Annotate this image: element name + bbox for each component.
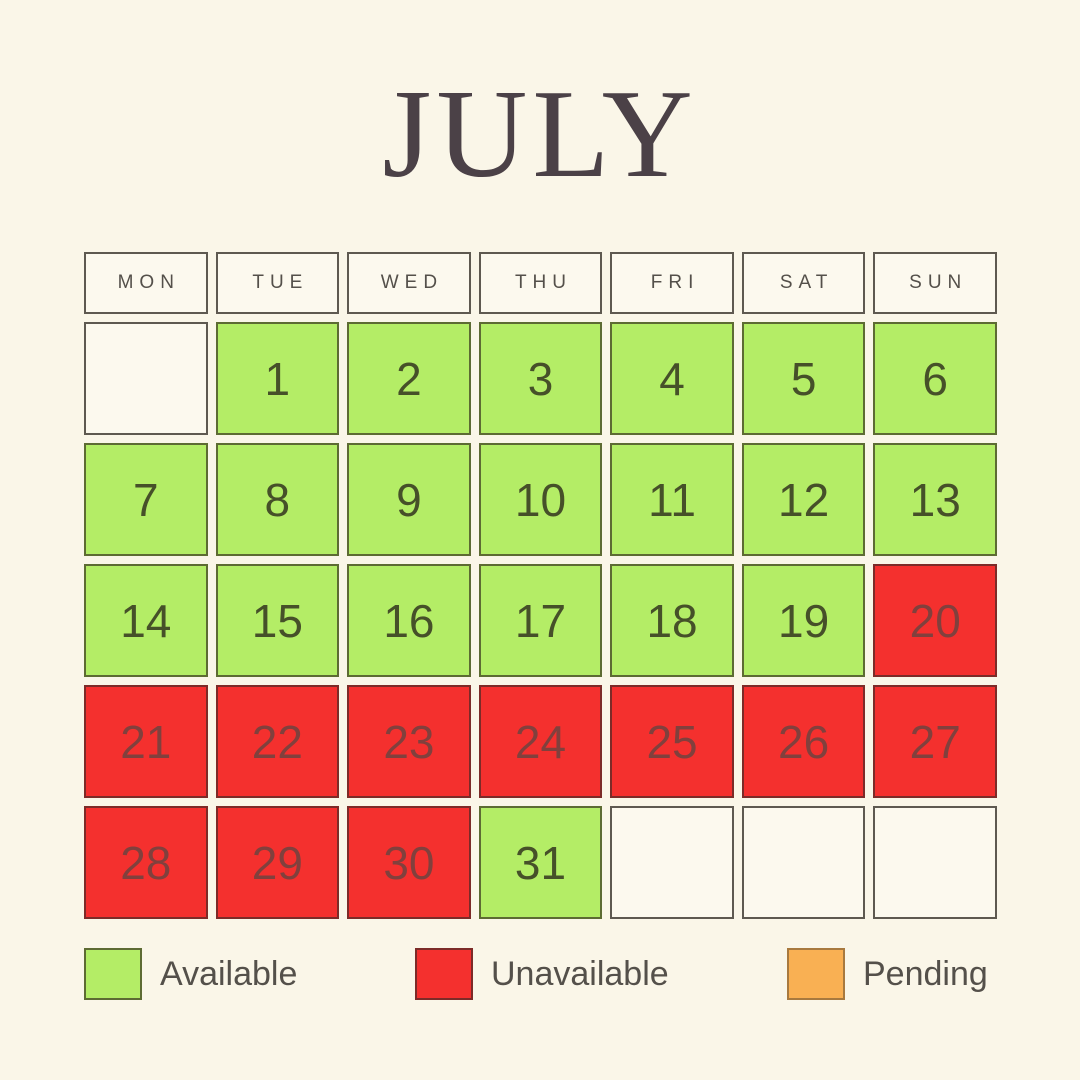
day-cell-20[interactable]: 20 xyxy=(873,564,997,677)
day-cell-24[interactable]: 24 xyxy=(478,685,603,798)
day-number: 9 xyxy=(396,473,422,526)
day-cell-25[interactable]: 25 xyxy=(610,685,734,798)
day-number: 16 xyxy=(383,594,435,647)
legend-item-available: Available xyxy=(84,946,297,1002)
day-cell-15[interactable]: 15 xyxy=(215,564,340,677)
day-number: 6 xyxy=(922,352,948,405)
day-number: 18 xyxy=(646,594,698,647)
day-number: 5 xyxy=(790,352,817,405)
day-number: 20 xyxy=(909,594,961,647)
day-cell-16[interactable]: 16 xyxy=(347,564,471,677)
day-number: 12 xyxy=(778,473,830,526)
legend-swatch-available xyxy=(84,948,142,1000)
weekday-header-tue: TUE xyxy=(215,252,340,314)
weekday-header-wed: WED xyxy=(347,252,471,314)
day-number: 8 xyxy=(264,473,291,526)
weekday-header-fri: FRI xyxy=(610,252,734,314)
day-number: 15 xyxy=(251,594,303,647)
day-cell-3[interactable]: 3 xyxy=(478,322,603,435)
empty-cell xyxy=(84,322,208,435)
day-number: 25 xyxy=(646,715,698,768)
day-cell-21[interactable]: 21 xyxy=(84,685,208,798)
day-number: 1 xyxy=(264,352,291,405)
day-number: 23 xyxy=(383,715,435,768)
day-number: 14 xyxy=(120,594,172,647)
legend-label: Pending xyxy=(863,954,988,993)
day-number: 26 xyxy=(778,715,830,768)
day-number: 27 xyxy=(909,715,961,768)
day-cell-18[interactable]: 18 xyxy=(610,564,734,677)
day-cell-28[interactable]: 28 xyxy=(84,806,208,919)
day-cell-8[interactable]: 8 xyxy=(215,443,340,556)
day-number: 2 xyxy=(396,352,422,405)
day-cell-30[interactable]: 30 xyxy=(347,806,471,919)
day-number: 7 xyxy=(132,473,159,526)
day-cell-31[interactable]: 31 xyxy=(478,806,603,919)
legend-swatch-unavailable xyxy=(415,948,473,1000)
day-cell-22[interactable]: 22 xyxy=(215,685,340,798)
weekday-header-sat: SAT xyxy=(741,252,866,314)
weekday-header-sun: SUN xyxy=(873,252,997,314)
legend-swatch-pending xyxy=(787,948,845,1000)
day-cell-14[interactable]: 14 xyxy=(84,564,208,677)
empty-cell xyxy=(741,806,866,919)
empty-cell xyxy=(610,806,734,919)
day-cell-11[interactable]: 11 xyxy=(610,443,734,556)
day-cell-19[interactable]: 19 xyxy=(741,564,866,677)
day-number: 28 xyxy=(120,836,172,889)
day-cell-26[interactable]: 26 xyxy=(741,685,866,798)
weekday-header-mon: MON xyxy=(84,252,208,314)
day-cell-7[interactable]: 7 xyxy=(84,443,208,556)
day-cell-23[interactable]: 23 xyxy=(347,685,471,798)
day-number: 11 xyxy=(648,473,696,526)
day-number: 19 xyxy=(778,594,830,647)
day-number: 3 xyxy=(527,352,554,405)
day-cell-12[interactable]: 12 xyxy=(741,443,866,556)
month-title: JULY xyxy=(382,65,698,204)
day-number: 10 xyxy=(514,473,567,526)
day-cell-17[interactable]: 17 xyxy=(478,564,603,677)
day-number: 17 xyxy=(514,594,567,647)
legend-item-pending: Pending xyxy=(787,946,988,1002)
day-cell-29[interactable]: 29 xyxy=(215,806,340,919)
day-number: 30 xyxy=(383,836,435,889)
day-cell-6[interactable]: 6 xyxy=(873,322,997,435)
legend-label: Available xyxy=(160,954,298,993)
day-number: 13 xyxy=(909,473,961,526)
legend-item-unavailable: Unavailable xyxy=(415,946,669,1002)
day-number: 21 xyxy=(120,715,172,768)
legend-label: Unavailable xyxy=(491,954,669,993)
day-number: 22 xyxy=(251,715,303,768)
day-number: 4 xyxy=(659,352,685,405)
day-cell-10[interactable]: 10 xyxy=(478,443,603,556)
day-cell-4[interactable]: 4 xyxy=(610,322,734,435)
legend: Available Unavailable Pending xyxy=(84,946,997,1002)
day-cell-1[interactable]: 1 xyxy=(215,322,340,435)
weekday-header-thu: THU xyxy=(478,252,603,314)
day-number: 29 xyxy=(251,836,303,889)
day-cell-27[interactable]: 27 xyxy=(873,685,997,798)
calendar-grid: MON TUE WED THU FRI SAT SUN 1 2 3 4 5 6 7 8 9 10 11 12 13 14… xyxy=(84,252,997,919)
day-cell-2[interactable]: 2 xyxy=(347,322,471,435)
day-cell-9[interactable]: 9 xyxy=(347,443,471,556)
day-cell-5[interactable]: 5 xyxy=(741,322,866,435)
empty-cell xyxy=(873,806,997,919)
day-cell-13[interactable]: 13 xyxy=(873,443,997,556)
day-number: 31 xyxy=(514,836,567,889)
day-number: 24 xyxy=(514,715,567,768)
